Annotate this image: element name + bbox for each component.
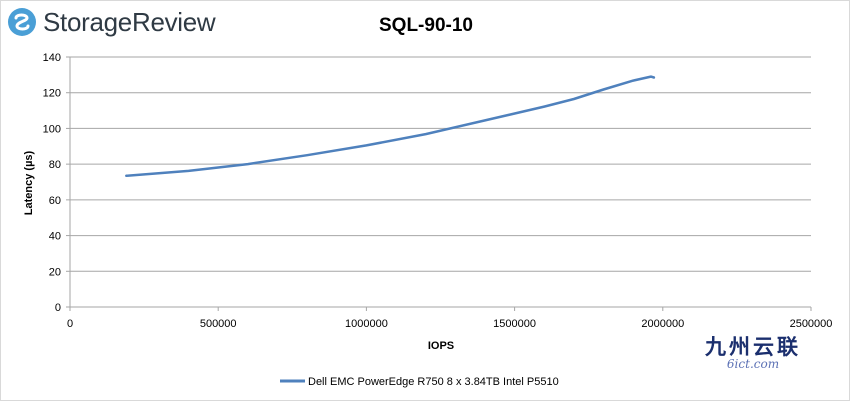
series-lines xyxy=(125,75,656,178)
axes xyxy=(66,56,812,311)
y-tick-label: 20 xyxy=(49,266,61,278)
legend: Dell EMC PowerEdge R750 8 x 3.84TB Intel… xyxy=(280,376,559,388)
legend-label: Dell EMC PowerEdge R750 8 x 3.84TB Intel… xyxy=(308,376,559,388)
chart-title: SQL-90-10 xyxy=(379,15,473,36)
y-tick-label: 100 xyxy=(43,123,61,135)
storagereview-logo-icon xyxy=(8,8,36,36)
x-axis-label: IOPS xyxy=(428,340,454,352)
y-tick-label: 0 xyxy=(55,302,61,314)
x-tick-label: 2500000 xyxy=(790,318,833,330)
storagereview-logo: StorageReview xyxy=(7,5,216,39)
y-tick-label: 120 xyxy=(43,88,61,100)
watermark-url: 6ict.com xyxy=(726,357,780,371)
logo-text: StorageReview xyxy=(43,6,216,37)
x-tick-labels: 0 500000 1000000 1500000 2000000 2500000 xyxy=(67,318,832,330)
y-tick-label: 80 xyxy=(49,159,61,171)
y-tick-label: 60 xyxy=(49,195,61,207)
x-tick-label: 1000000 xyxy=(345,318,388,330)
series-line xyxy=(125,75,656,178)
y-axis-label: Latency (µs) xyxy=(23,150,35,215)
watermark-text: 九州云联 xyxy=(705,335,801,359)
x-tick-label: 0 xyxy=(67,318,73,330)
x-tick-label: 2000000 xyxy=(641,318,684,330)
x-tick-label: 500000 xyxy=(200,318,237,330)
y-tick-labels: 0 20 40 60 80 100 120 140 xyxy=(43,52,61,314)
watermark: 九州云联 6ict.com xyxy=(703,331,803,371)
y-tick-label: 140 xyxy=(43,52,61,64)
x-tick-label: 1500000 xyxy=(493,318,536,330)
gridlines xyxy=(70,56,811,272)
y-tick-label: 40 xyxy=(49,231,61,243)
